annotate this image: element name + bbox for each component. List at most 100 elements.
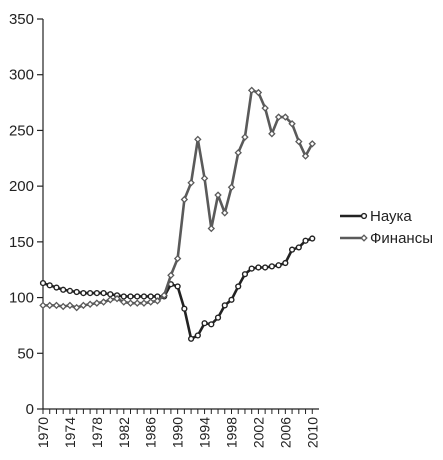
y-tick-label: 0 bbox=[26, 401, 34, 418]
data-point bbox=[80, 290, 87, 297]
data-point bbox=[59, 302, 67, 311]
data-point bbox=[46, 301, 54, 310]
y-tick-label: 200 bbox=[9, 178, 34, 195]
x-tick-label: 1990 bbox=[170, 417, 186, 448]
data-point bbox=[221, 209, 229, 217]
legend: Наука Финансы bbox=[340, 208, 433, 247]
data-point bbox=[241, 133, 249, 141]
x-tick-label: 1994 bbox=[197, 417, 213, 448]
data-point bbox=[187, 335, 195, 342]
data-point bbox=[120, 298, 128, 306]
x-tick-label: 1998 bbox=[223, 417, 239, 448]
data-point bbox=[295, 137, 303, 146]
data-point bbox=[302, 237, 309, 244]
y-tick-label: 100 bbox=[9, 290, 34, 307]
legend-label: Наука bbox=[370, 208, 412, 225]
data-point bbox=[113, 294, 121, 303]
y-tick-label: 250 bbox=[9, 122, 34, 139]
x-tick-label: 2010 bbox=[304, 417, 320, 448]
legend-marker bbox=[360, 212, 368, 220]
data-point bbox=[254, 88, 263, 97]
data-point bbox=[53, 284, 60, 291]
data-point bbox=[72, 303, 81, 312]
data-point bbox=[127, 293, 134, 300]
data-point bbox=[79, 301, 88, 310]
data-point bbox=[106, 296, 115, 304]
x-tick-label: 1986 bbox=[143, 417, 159, 448]
data-point bbox=[107, 291, 114, 298]
data-point bbox=[261, 104, 269, 112]
data-point bbox=[214, 314, 222, 321]
legend-item-2: Финансы bbox=[340, 230, 433, 247]
data-point bbox=[275, 262, 282, 269]
data-point bbox=[214, 191, 222, 199]
series-line bbox=[43, 89, 314, 309]
data-point bbox=[268, 263, 275, 270]
data-point bbox=[282, 259, 289, 267]
x-axis: 1970 1974 1978 1982 1986 1990 1994 1998 2002 2006… bbox=[35, 408, 320, 448]
data-point bbox=[66, 301, 74, 310]
data-point bbox=[235, 283, 242, 290]
data-point bbox=[140, 299, 148, 307]
y-tick-label: 300 bbox=[9, 67, 34, 84]
data-point bbox=[200, 174, 209, 183]
data-point bbox=[207, 224, 216, 233]
y-tick-label: 150 bbox=[9, 234, 34, 251]
data-point bbox=[60, 286, 67, 293]
y-tick-label: 50 bbox=[17, 345, 34, 362]
data-point bbox=[194, 332, 201, 339]
series-lines bbox=[39, 86, 316, 342]
data-point bbox=[174, 283, 181, 290]
x-tick-label: 2006 bbox=[277, 417, 293, 448]
data-point bbox=[228, 296, 235, 303]
data-point bbox=[181, 305, 188, 312]
data-point bbox=[221, 302, 228, 309]
data-point bbox=[99, 298, 108, 306]
x-tick-label: 2002 bbox=[250, 417, 266, 448]
data-point bbox=[173, 254, 182, 263]
data-point bbox=[241, 271, 249, 278]
data-point bbox=[262, 264, 269, 271]
x-tick-label: 1982 bbox=[116, 417, 132, 448]
data-point bbox=[87, 290, 94, 297]
data-point bbox=[86, 300, 94, 308]
data-point bbox=[187, 179, 195, 187]
data-point bbox=[39, 279, 47, 287]
data-point bbox=[147, 293, 154, 300]
data-point bbox=[93, 299, 101, 307]
series-2 bbox=[39, 86, 316, 312]
data-point bbox=[46, 282, 53, 289]
data-point bbox=[201, 320, 208, 327]
data-point bbox=[281, 113, 290, 121]
legend-item-1: Наука bbox=[340, 208, 412, 225]
x-tick-label: 1970 bbox=[35, 417, 51, 448]
data-point bbox=[227, 183, 236, 191]
x-tick-label: 1974 bbox=[62, 417, 78, 448]
data-point bbox=[301, 152, 310, 160]
legend-marker bbox=[360, 234, 368, 242]
data-point bbox=[52, 301, 61, 310]
data-point bbox=[194, 135, 202, 144]
data-point bbox=[153, 297, 162, 305]
y-tick-label: 350 bbox=[9, 11, 34, 28]
data-point bbox=[255, 264, 262, 271]
data-point bbox=[160, 291, 168, 300]
data-point bbox=[100, 290, 107, 297]
data-point bbox=[133, 299, 141, 307]
data-point bbox=[146, 298, 155, 306]
data-point bbox=[288, 120, 296, 128]
data-point bbox=[274, 113, 283, 121]
data-point bbox=[247, 86, 256, 95]
data-point bbox=[120, 293, 127, 300]
data-point bbox=[180, 195, 189, 204]
data-point bbox=[39, 301, 47, 310]
data-point bbox=[308, 140, 316, 148]
data-point bbox=[134, 293, 141, 300]
data-point bbox=[234, 148, 242, 157]
data-point bbox=[140, 293, 148, 300]
data-point bbox=[93, 290, 100, 297]
x-tick-label: 1978 bbox=[89, 417, 105, 448]
data-point bbox=[309, 235, 316, 242]
legend-label: Финансы bbox=[370, 230, 433, 247]
